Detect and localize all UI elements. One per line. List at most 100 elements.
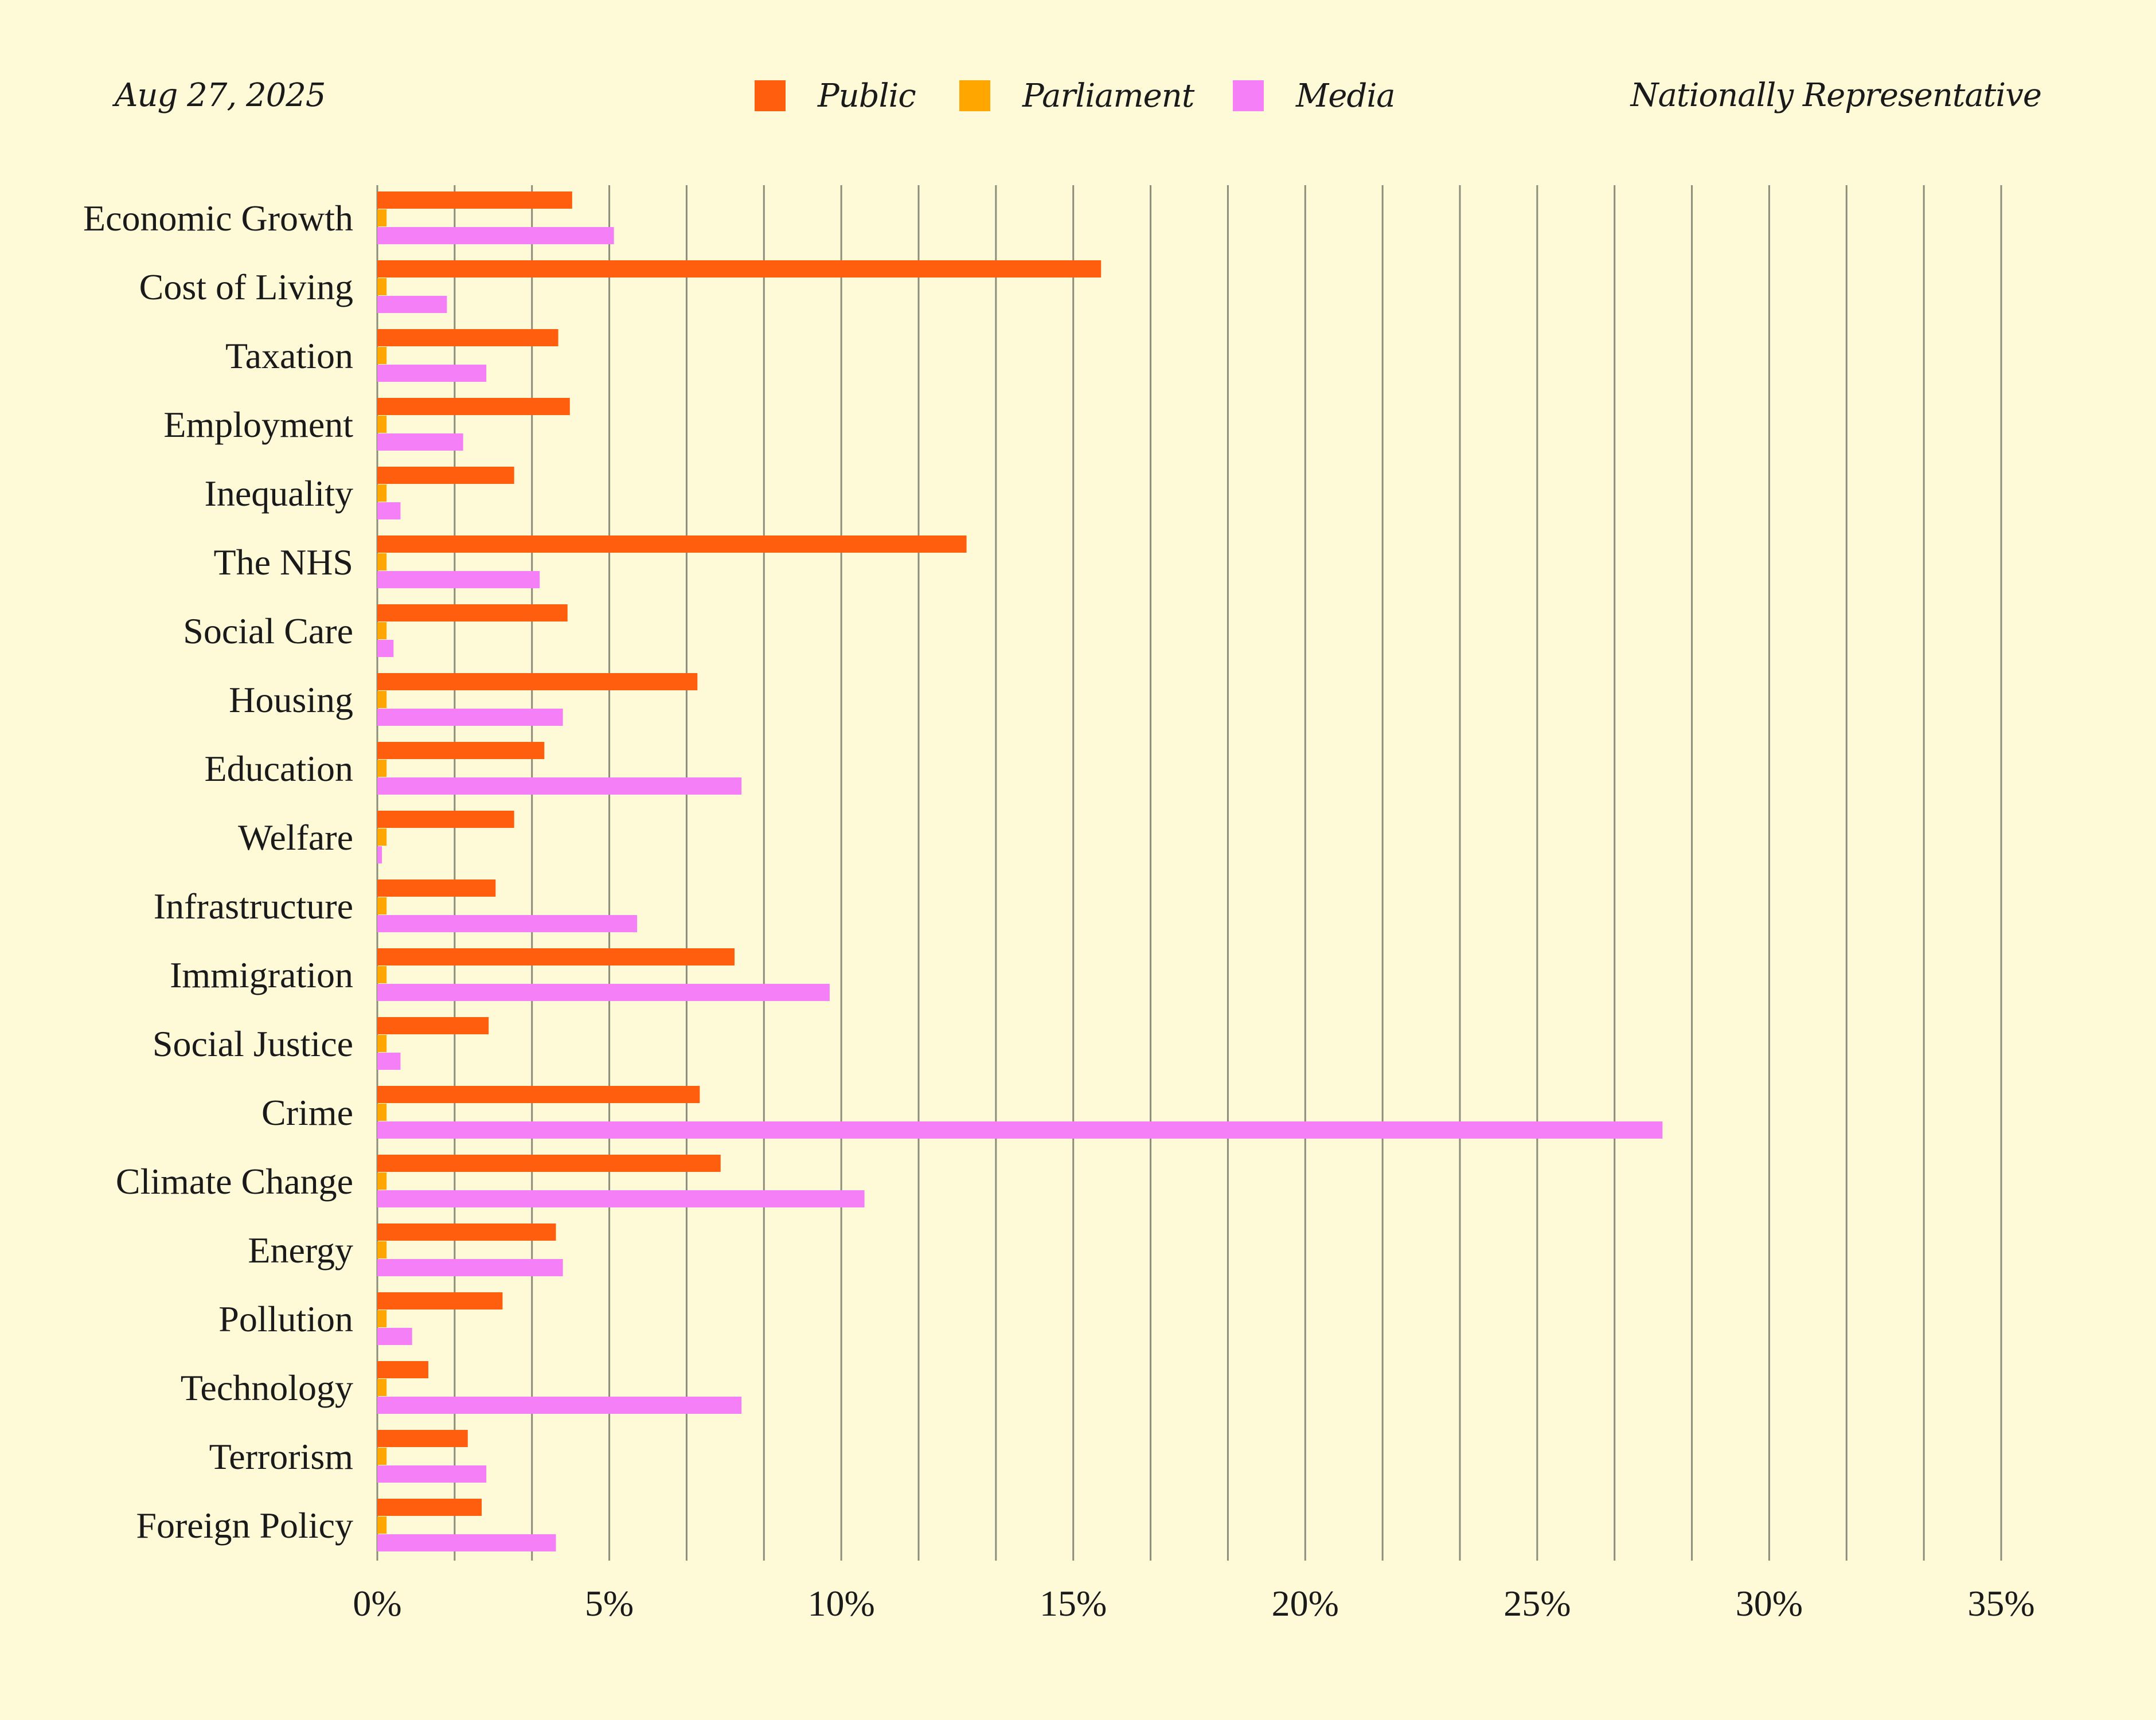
bar-public-education [377,742,545,759]
category-label: Social Care [183,611,353,651]
legend-swatch-public [755,80,786,111]
bar-public-technology [377,1361,429,1378]
bar-parliament-technology [377,1379,387,1396]
bar-media-social-justice [377,1053,401,1070]
category-label: Terrorism [209,1436,353,1477]
bar-public-employment [377,398,570,415]
x-tick-label: 25% [1503,1583,1571,1624]
category-label: Climate Change [116,1161,353,1202]
bar-public-pollution [377,1292,503,1309]
bar-parliament-foreign-policy [377,1516,387,1534]
x-tick-label: 0% [353,1583,401,1624]
bar-media-social-care [377,640,394,657]
legend-item-media: Media [1233,76,1396,116]
bar-public-infrastructure [377,879,496,897]
legend-item-public: Public [755,76,916,116]
bar-parliament-taxation [377,347,387,364]
bar-media-pollution [377,1328,412,1345]
bar-media-taxation [377,365,487,382]
bar-public-social-justice [377,1017,489,1034]
subtitle-label: Nationally Representative [1630,77,2042,114]
bar-public-terrorism [377,1430,468,1447]
bar-media-immigration [377,984,830,1001]
x-tick-label: 30% [1736,1583,1803,1624]
legend-swatch-parliament [959,80,990,111]
bar-media-cost-of-living [377,296,447,313]
bar-media-terrorism [377,1465,487,1483]
bar-media-infrastructure [377,915,638,932]
legend-item-parliament: Parliament [959,76,1194,116]
category-label: Education [205,748,353,789]
bar-parliament-energy [377,1241,387,1258]
category-label: Immigration [170,955,353,995]
bar-parliament-economic-growth [377,209,387,226]
bar-media-welfare [377,846,382,863]
legend-swatch-media [1233,80,1264,111]
bar-parliament-inequality [377,484,387,502]
bar-media-housing [377,709,563,726]
bar-public-economic-growth [377,191,572,209]
bar-parliament-terrorism [377,1448,387,1465]
bar-parliament-crime [377,1104,387,1121]
x-tick-label: 35% [1967,1583,2034,1624]
category-label: Inequality [205,473,353,514]
bar-parliament-housing [377,691,387,708]
category-label: The NHS [213,542,353,583]
bar-public-foreign-policy [377,1499,482,1516]
bar-public-immigration [377,948,735,965]
bar-public-inequality [377,467,514,484]
category-label: Technology [181,1367,353,1408]
category-label: Social Justice [153,1023,353,1064]
bar-media-economic-growth [377,227,614,244]
bar-parliament-infrastructure [377,897,387,914]
category-label: Foreign Policy [136,1505,353,1546]
legend-label-media: Media [1296,77,1396,115]
bar-public-welfare [377,811,514,828]
legend-label-public: Public [818,77,916,115]
category-label: Economic Growth [83,198,353,239]
bar-parliament-social-care [377,622,387,639]
bar-public-taxation [377,329,558,346]
bar-media-inequality [377,502,401,519]
bar-media-employment [377,433,463,451]
x-tick-label: 10% [807,1583,874,1624]
category-label: Taxation [225,335,353,376]
bar-media-education [377,777,742,795]
bar-public-climate-change [377,1155,721,1172]
category-label: Welfare [238,817,353,858]
bar-media-foreign-policy [377,1534,556,1551]
bar-parliament-social-justice [377,1035,387,1052]
bar-media-climate-change [377,1190,865,1207]
bar-parliament-immigration [377,966,387,983]
bar-parliament-climate-change [377,1172,387,1190]
bar-public-social-care [377,604,568,621]
category-label: Housing [229,679,353,720]
bar-public-housing [377,673,698,690]
bar-parliament-pollution [377,1310,387,1327]
category-label: Pollution [218,1299,353,1339]
legend-label-parliament: Parliament [1022,77,1194,115]
category-label: Employment [163,404,353,445]
bar-parliament-education [377,760,387,777]
x-tick-label: 20% [1272,1583,1339,1624]
bar-public-the-nhs [377,535,967,553]
x-tick-label: 5% [585,1583,634,1624]
category-label: Energy [248,1230,353,1271]
bar-parliament-welfare [377,828,387,846]
bar-public-cost-of-living [377,260,1102,277]
category-label: Infrastructure [154,886,353,927]
x-tick-label: 15% [1040,1583,1107,1624]
bar-public-energy [377,1223,556,1241]
bar-parliament-cost-of-living [377,278,387,295]
bar-media-crime [377,1121,1663,1139]
category-label: Crime [261,1092,353,1133]
date-label: Aug 27, 2025 [115,77,326,114]
bar-media-energy [377,1259,563,1276]
bar-media-the-nhs [377,571,540,588]
bar-parliament-employment [377,416,387,433]
bar-public-crime [377,1086,700,1103]
bar-parliament-the-nhs [377,553,387,570]
bar-media-technology [377,1397,742,1414]
